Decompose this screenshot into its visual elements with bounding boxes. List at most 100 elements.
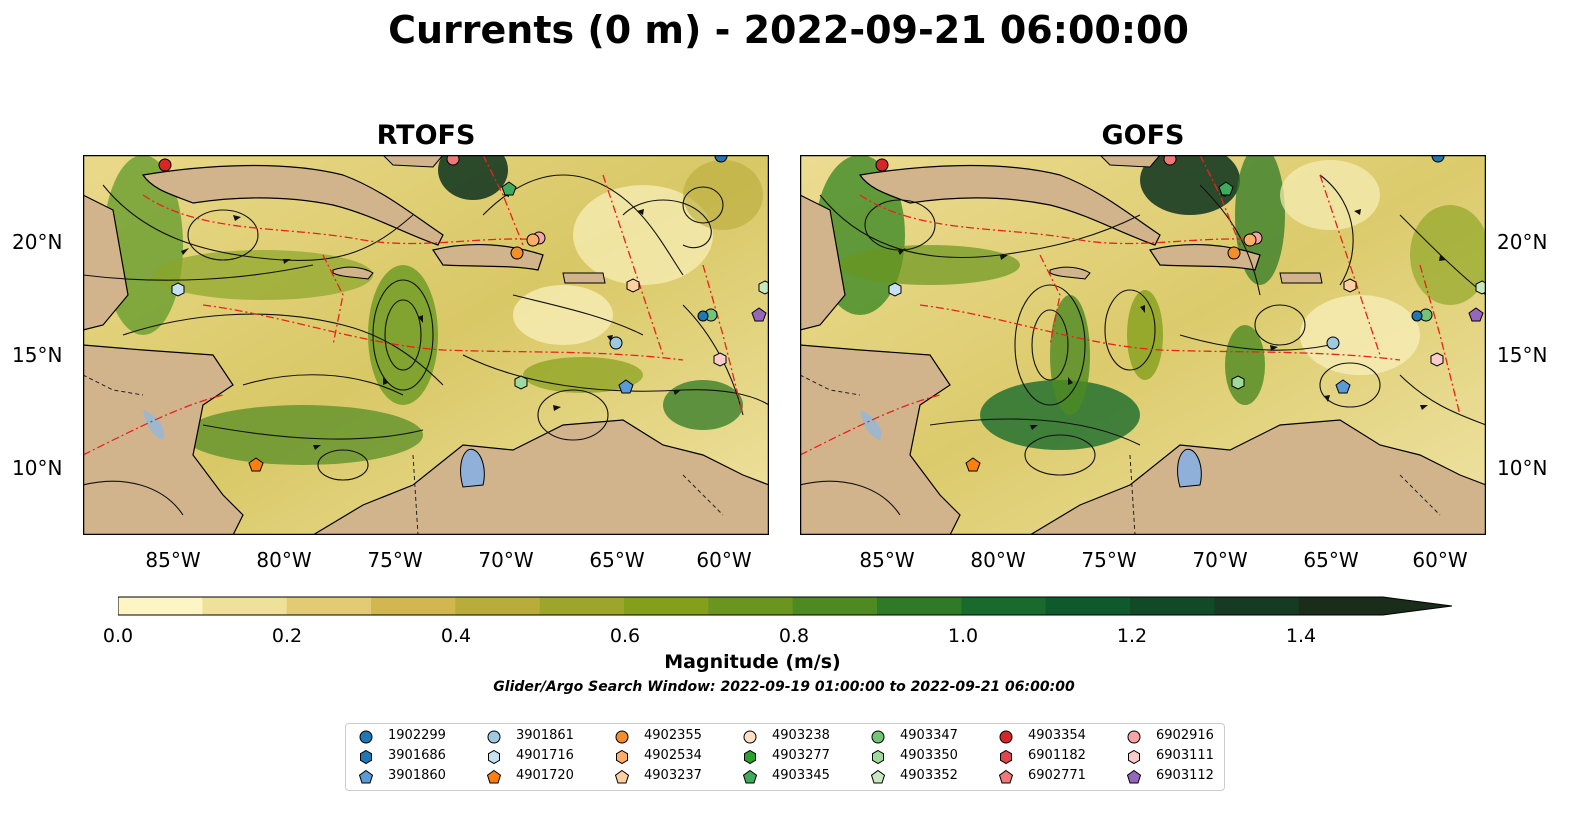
legend-label: 1902299: [388, 728, 446, 743]
legend-label: 4901720: [516, 768, 574, 783]
float-marker: [609, 336, 623, 350]
current-patch: [663, 380, 743, 430]
legend-label: 4903350: [900, 748, 958, 763]
legend-label: 4901716: [516, 748, 574, 763]
float-marker: [171, 282, 185, 297]
float-marker: [626, 278, 640, 293]
current-patch: [980, 380, 1140, 450]
pentagon-marker-icon: [1126, 769, 1142, 784]
lat-label-left: 20°N: [12, 230, 63, 254]
legend-label: 4903354: [1028, 728, 1086, 743]
legend-label: 6902916: [1156, 728, 1214, 743]
land-bahamas: [1099, 155, 1161, 168]
lon-label-left: 80°W: [256, 548, 312, 572]
colorbar-tick: 0.6: [609, 625, 641, 647]
circle-marker-icon: [1127, 730, 1141, 744]
lat-label-right: 10°N: [1497, 456, 1548, 480]
colorbar-segment: [1214, 597, 1300, 615]
float-marker: [446, 155, 460, 166]
lat-label-right: 15°N: [1497, 343, 1548, 367]
legend-label: 4903347: [900, 728, 958, 743]
legend-label: 6901182: [1028, 748, 1086, 763]
colorbar-segment: [455, 597, 541, 615]
lake-nicaragua: [860, 410, 882, 440]
float-marker: [697, 310, 709, 322]
current-patch: [1225, 325, 1265, 405]
streamlines: [800, 174, 1486, 516]
land-yucatan: [83, 194, 129, 331]
lon-label-right: 70°W: [1192, 548, 1248, 572]
circle-marker-icon: [743, 730, 757, 744]
lat-label-right: 20°N: [1497, 230, 1548, 254]
legend-label: 6903111: [1156, 748, 1214, 763]
float-marker: [1411, 310, 1423, 322]
current-patch: [840, 245, 1020, 285]
float-marker: [1468, 307, 1484, 322]
land-puerto-rico: [1279, 272, 1323, 284]
current-patch: [1050, 295, 1090, 415]
search-window-note: Glider/Argo Search Window: 2022-09-19 01…: [493, 679, 1075, 695]
colorbar-segment: [286, 597, 372, 615]
colorbar-tick: 0.2: [271, 625, 303, 647]
lon-label-left: 65°W: [589, 548, 645, 572]
colorbar-tick: 0.0: [102, 625, 134, 647]
circle-marker-icon: [999, 730, 1013, 744]
colorbar-tick: 0.4: [440, 625, 472, 647]
current-patch: [513, 285, 613, 345]
float-marker: [713, 352, 727, 367]
float-marker: [875, 158, 889, 172]
current-patch: [1280, 160, 1380, 230]
hexagon-marker-icon: [360, 749, 372, 765]
land-jamaica: [332, 266, 374, 280]
colorbar-segment: [1298, 597, 1384, 615]
hexagon-marker-icon: [1000, 749, 1012, 765]
colorbar-tick: 0.8: [778, 625, 810, 647]
colorbar-extend-arrow: [1383, 597, 1452, 615]
pentagon-marker-icon: [486, 769, 502, 784]
colorbar-tick: 1.4: [1285, 625, 1317, 647]
lon-label-right: 75°W: [1081, 548, 1137, 572]
colorbar-segment: [708, 597, 794, 615]
current-patch: [1127, 290, 1163, 380]
float-marker: [526, 233, 540, 247]
hexagon-marker-icon: [488, 749, 500, 765]
land-puerto-rico: [562, 272, 606, 284]
float-marker: [158, 158, 172, 172]
land-south-america: [311, 419, 769, 535]
legend-label: 6903112: [1156, 768, 1214, 783]
current-patch: [183, 405, 423, 465]
float-marker: [1430, 352, 1444, 367]
land-cuba: [858, 164, 1161, 246]
legend-label: 3901686: [388, 748, 446, 763]
current-patch: [153, 250, 373, 300]
lon-label-right: 85°W: [859, 548, 915, 572]
streamlines: [83, 174, 769, 516]
current-patch: [1300, 295, 1420, 375]
lat-label-left: 15°N: [12, 343, 63, 367]
float-marker: [1227, 246, 1241, 260]
lon-label-right: 80°W: [970, 548, 1026, 572]
lake-maracaibo: [1177, 448, 1202, 488]
hexagon-marker-icon: [872, 749, 884, 765]
colorbar-segment: [961, 597, 1047, 615]
float-marker: [1335, 379, 1351, 394]
land-jamaica: [1049, 266, 1091, 280]
colorbar-segment: [371, 597, 456, 615]
legend-label: 4903352: [900, 768, 958, 783]
colorbar-segment: [1045, 597, 1131, 615]
lake-nicaragua: [143, 410, 165, 440]
colorbar-tick: 1.2: [1116, 625, 1148, 647]
legend-label: 3901861: [516, 728, 574, 743]
colorbar-segment: [624, 597, 709, 615]
hexagon-marker-icon: [616, 749, 628, 765]
float-marker: [888, 282, 902, 297]
legend-label: 6902771: [1028, 768, 1086, 783]
circle-marker-icon: [871, 730, 885, 744]
lon-label-right: 60°W: [1412, 548, 1468, 572]
float-marker: [751, 307, 767, 322]
float-marker: [758, 280, 769, 295]
lon-label-left: 70°W: [478, 548, 534, 572]
pentagon-marker-icon: [998, 769, 1014, 784]
colorbar-segment: [118, 597, 203, 615]
current-patch: [683, 160, 763, 230]
